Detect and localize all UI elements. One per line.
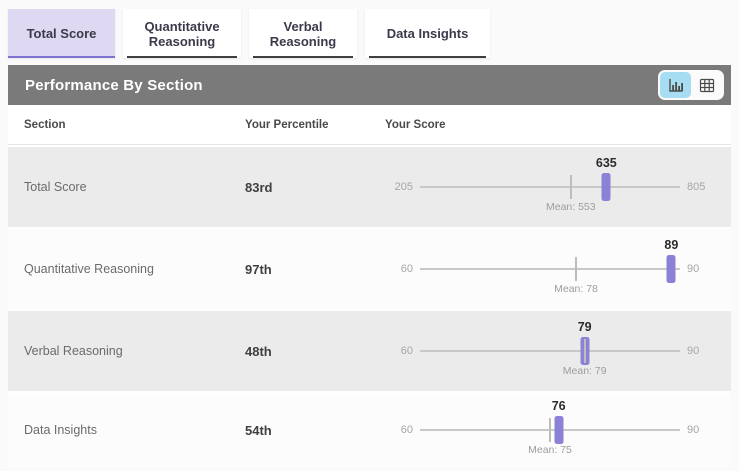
scale-max-label: 90 <box>687 263 700 275</box>
score-slider: 60 Mean: 78 89 90 <box>385 238 715 295</box>
score-value-label: 89 <box>664 238 679 252</box>
table-view-button[interactable] <box>691 72 722 98</box>
tab-label: Total Score <box>26 26 97 41</box>
scale-min-label: 205 <box>394 181 413 193</box>
percentile-value: 48th <box>245 343 272 359</box>
view-toggle <box>658 70 724 100</box>
column-header-section: Section <box>24 118 66 131</box>
mean-label: Mean: 75 <box>528 444 572 456</box>
table-row-total-score: Total Score 83rd 205 Mean: 553 635 805 <box>8 147 731 227</box>
mean-label: Mean: 78 <box>554 283 598 295</box>
score-marker <box>554 416 564 444</box>
section-name: Quantitative Reasoning <box>24 262 154 276</box>
slider-track: Mean: 75 76 <box>420 399 680 456</box>
percentile-value: 83rd <box>245 179 273 195</box>
tab-data-insights[interactable]: Data Insights <box>365 9 490 58</box>
score-marker <box>666 255 676 283</box>
tab-quantitative-reasoning[interactable]: Quantitative Reasoning <box>123 9 241 58</box>
table-row-data-insights: Data Insights 54th 60 Mean: 75 76 90 <box>8 393 731 467</box>
scale-min-label: 60 <box>400 263 413 275</box>
score-marker <box>601 173 611 201</box>
slider-track: Mean: 79 79 <box>420 320 680 377</box>
score-value-label: 76 <box>551 399 566 413</box>
chart-view-button[interactable] <box>660 72 691 98</box>
section-tabbar: Total Score Quantitative Reasoning Verba… <box>0 0 739 58</box>
score-value-label: 79 <box>577 320 592 334</box>
scale-max-label: 90 <box>687 345 700 357</box>
performance-panel: Performance By Section <box>8 65 731 467</box>
tab-label: Data Insights <box>386 26 469 41</box>
scale-max-label: 805 <box>687 181 706 193</box>
column-header-percentile: Your Percentile <box>245 118 329 131</box>
mean-tick <box>549 418 551 442</box>
column-header-score: Your Score <box>385 118 446 131</box>
section-name: Verbal Reasoning <box>24 344 123 358</box>
panel-title: Performance By Section <box>25 76 203 94</box>
table-row-quantitative: Quantitative Reasoning 97th 60 Mean: 78 … <box>8 229 731 309</box>
table-row-verbal: Verbal Reasoning 48th 60 Mean: 79 79 90 <box>8 311 731 391</box>
scale-min-label: 60 <box>400 424 413 436</box>
table-header-row: Section Your Percentile Your Score <box>8 105 731 145</box>
tab-total-score[interactable]: Total Score <box>8 9 115 58</box>
slider-track: Mean: 78 89 <box>420 238 680 295</box>
mean-tick <box>575 257 577 281</box>
performance-table: Section Your Percentile Your Score Total… <box>8 105 731 467</box>
section-name: Total Score <box>24 180 87 194</box>
percentile-value: 97th <box>245 261 272 277</box>
mean-label: Mean: 553 <box>545 201 596 213</box>
scale-min-label: 60 <box>400 345 413 357</box>
score-value-label: 635 <box>595 156 617 170</box>
tab-verbal-reasoning[interactable]: Verbal Reasoning <box>249 9 357 58</box>
tab-label: Verbal Reasoning <box>269 18 337 49</box>
section-name: Data Insights <box>24 423 97 437</box>
panel-header: Performance By Section <box>8 65 731 105</box>
mean-tick <box>569 175 572 199</box>
table-icon <box>699 78 715 93</box>
score-slider: 60 Mean: 75 76 90 <box>385 399 715 456</box>
score-slider: 60 Mean: 79 79 90 <box>385 320 715 377</box>
tab-label: Quantitative Reasoning <box>144 18 220 49</box>
score-slider: 205 Mean: 553 635 805 <box>385 156 715 213</box>
percentile-value: 54th <box>245 422 272 438</box>
slider-track: Mean: 553 635 <box>420 156 680 213</box>
mean-tick <box>583 339 586 363</box>
scale-max-label: 90 <box>687 424 700 436</box>
mean-label: Mean: 79 <box>562 365 607 377</box>
bar-chart-icon <box>668 77 684 93</box>
